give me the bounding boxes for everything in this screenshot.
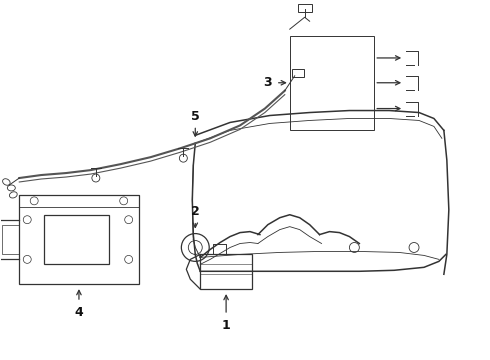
Bar bbox=[298, 4, 312, 12]
Bar bbox=[19, 195, 139, 207]
Text: 1: 1 bbox=[222, 319, 230, 332]
Bar bbox=[292, 69, 304, 77]
Bar bbox=[19, 195, 139, 284]
Text: 2: 2 bbox=[191, 205, 199, 218]
Text: 4: 4 bbox=[74, 306, 83, 319]
Bar bbox=[44, 215, 109, 264]
Text: 5: 5 bbox=[191, 111, 199, 123]
Text: 3: 3 bbox=[263, 76, 272, 89]
Bar bbox=[290, 36, 374, 130]
Bar bbox=[200, 255, 252, 289]
